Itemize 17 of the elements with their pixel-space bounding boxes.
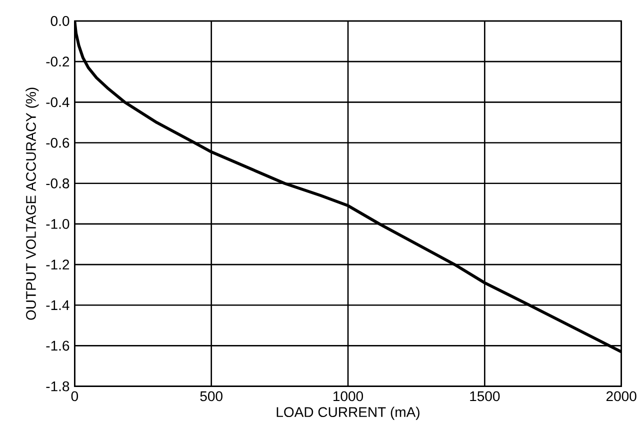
y-tick-label: -1.6 — [46, 340, 70, 351]
y-tick-label: -1.2 — [46, 260, 70, 270]
x-tick-label: 500 — [200, 391, 222, 402]
y-tick-label: -0.2 — [46, 56, 70, 67]
y-tick-label: 0.0 — [50, 16, 70, 26]
y-tick-label: -0.4 — [46, 97, 70, 108]
y-tick-label: -1.0 — [46, 219, 70, 229]
y-tick-label: -1.8 — [46, 381, 70, 392]
x-axis-title: LOAD CURRENT (mA) — [276, 406, 420, 420]
y-tick-label: -1.4 — [46, 300, 70, 310]
x-tick-label: 1000 — [334, 391, 364, 402]
x-tick-label: 2000 — [606, 391, 636, 402]
y-tick-label: -0.6 — [46, 138, 70, 148]
y-tick-label: -0.8 — [46, 178, 70, 188]
x-tick-label: 1500 — [470, 391, 500, 402]
y-axis-title: OUTPUT VOLTAGE ACCURACY (%) — [26, 88, 39, 320]
x-tick-label: 0 — [71, 391, 78, 402]
